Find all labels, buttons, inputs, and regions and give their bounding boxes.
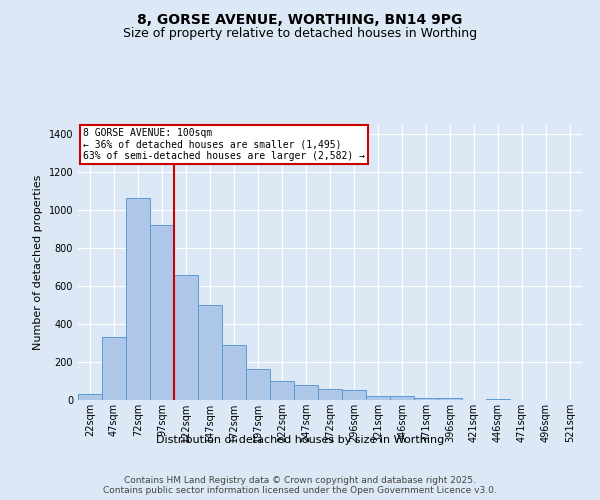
Bar [486,399,510,400]
Bar [414,398,438,400]
Text: Distribution of detached houses by size in Worthing: Distribution of detached houses by size … [156,435,444,445]
Bar [438,398,462,400]
Bar [294,385,318,400]
Bar [102,338,126,400]
Text: Contains HM Land Registry data © Crown copyright and database right 2025.
Contai: Contains HM Land Registry data © Crown c… [103,476,497,495]
Bar [198,305,222,400]
Bar [270,381,294,400]
Bar [366,396,390,400]
Bar [150,224,174,400]
Bar [222,345,246,400]
Bar [342,390,366,400]
Bar [78,394,102,400]
Bar [126,198,150,400]
Text: Size of property relative to detached houses in Worthing: Size of property relative to detached ho… [123,28,477,40]
Bar [246,368,270,400]
Bar [390,396,414,400]
Y-axis label: Number of detached properties: Number of detached properties [33,175,43,350]
Text: 8, GORSE AVENUE, WORTHING, BN14 9PG: 8, GORSE AVENUE, WORTHING, BN14 9PG [137,12,463,26]
Text: 8 GORSE AVENUE: 100sqm
← 36% of detached houses are smaller (1,495)
63% of semi-: 8 GORSE AVENUE: 100sqm ← 36% of detached… [83,128,365,161]
Bar [318,388,342,400]
Bar [174,275,198,400]
